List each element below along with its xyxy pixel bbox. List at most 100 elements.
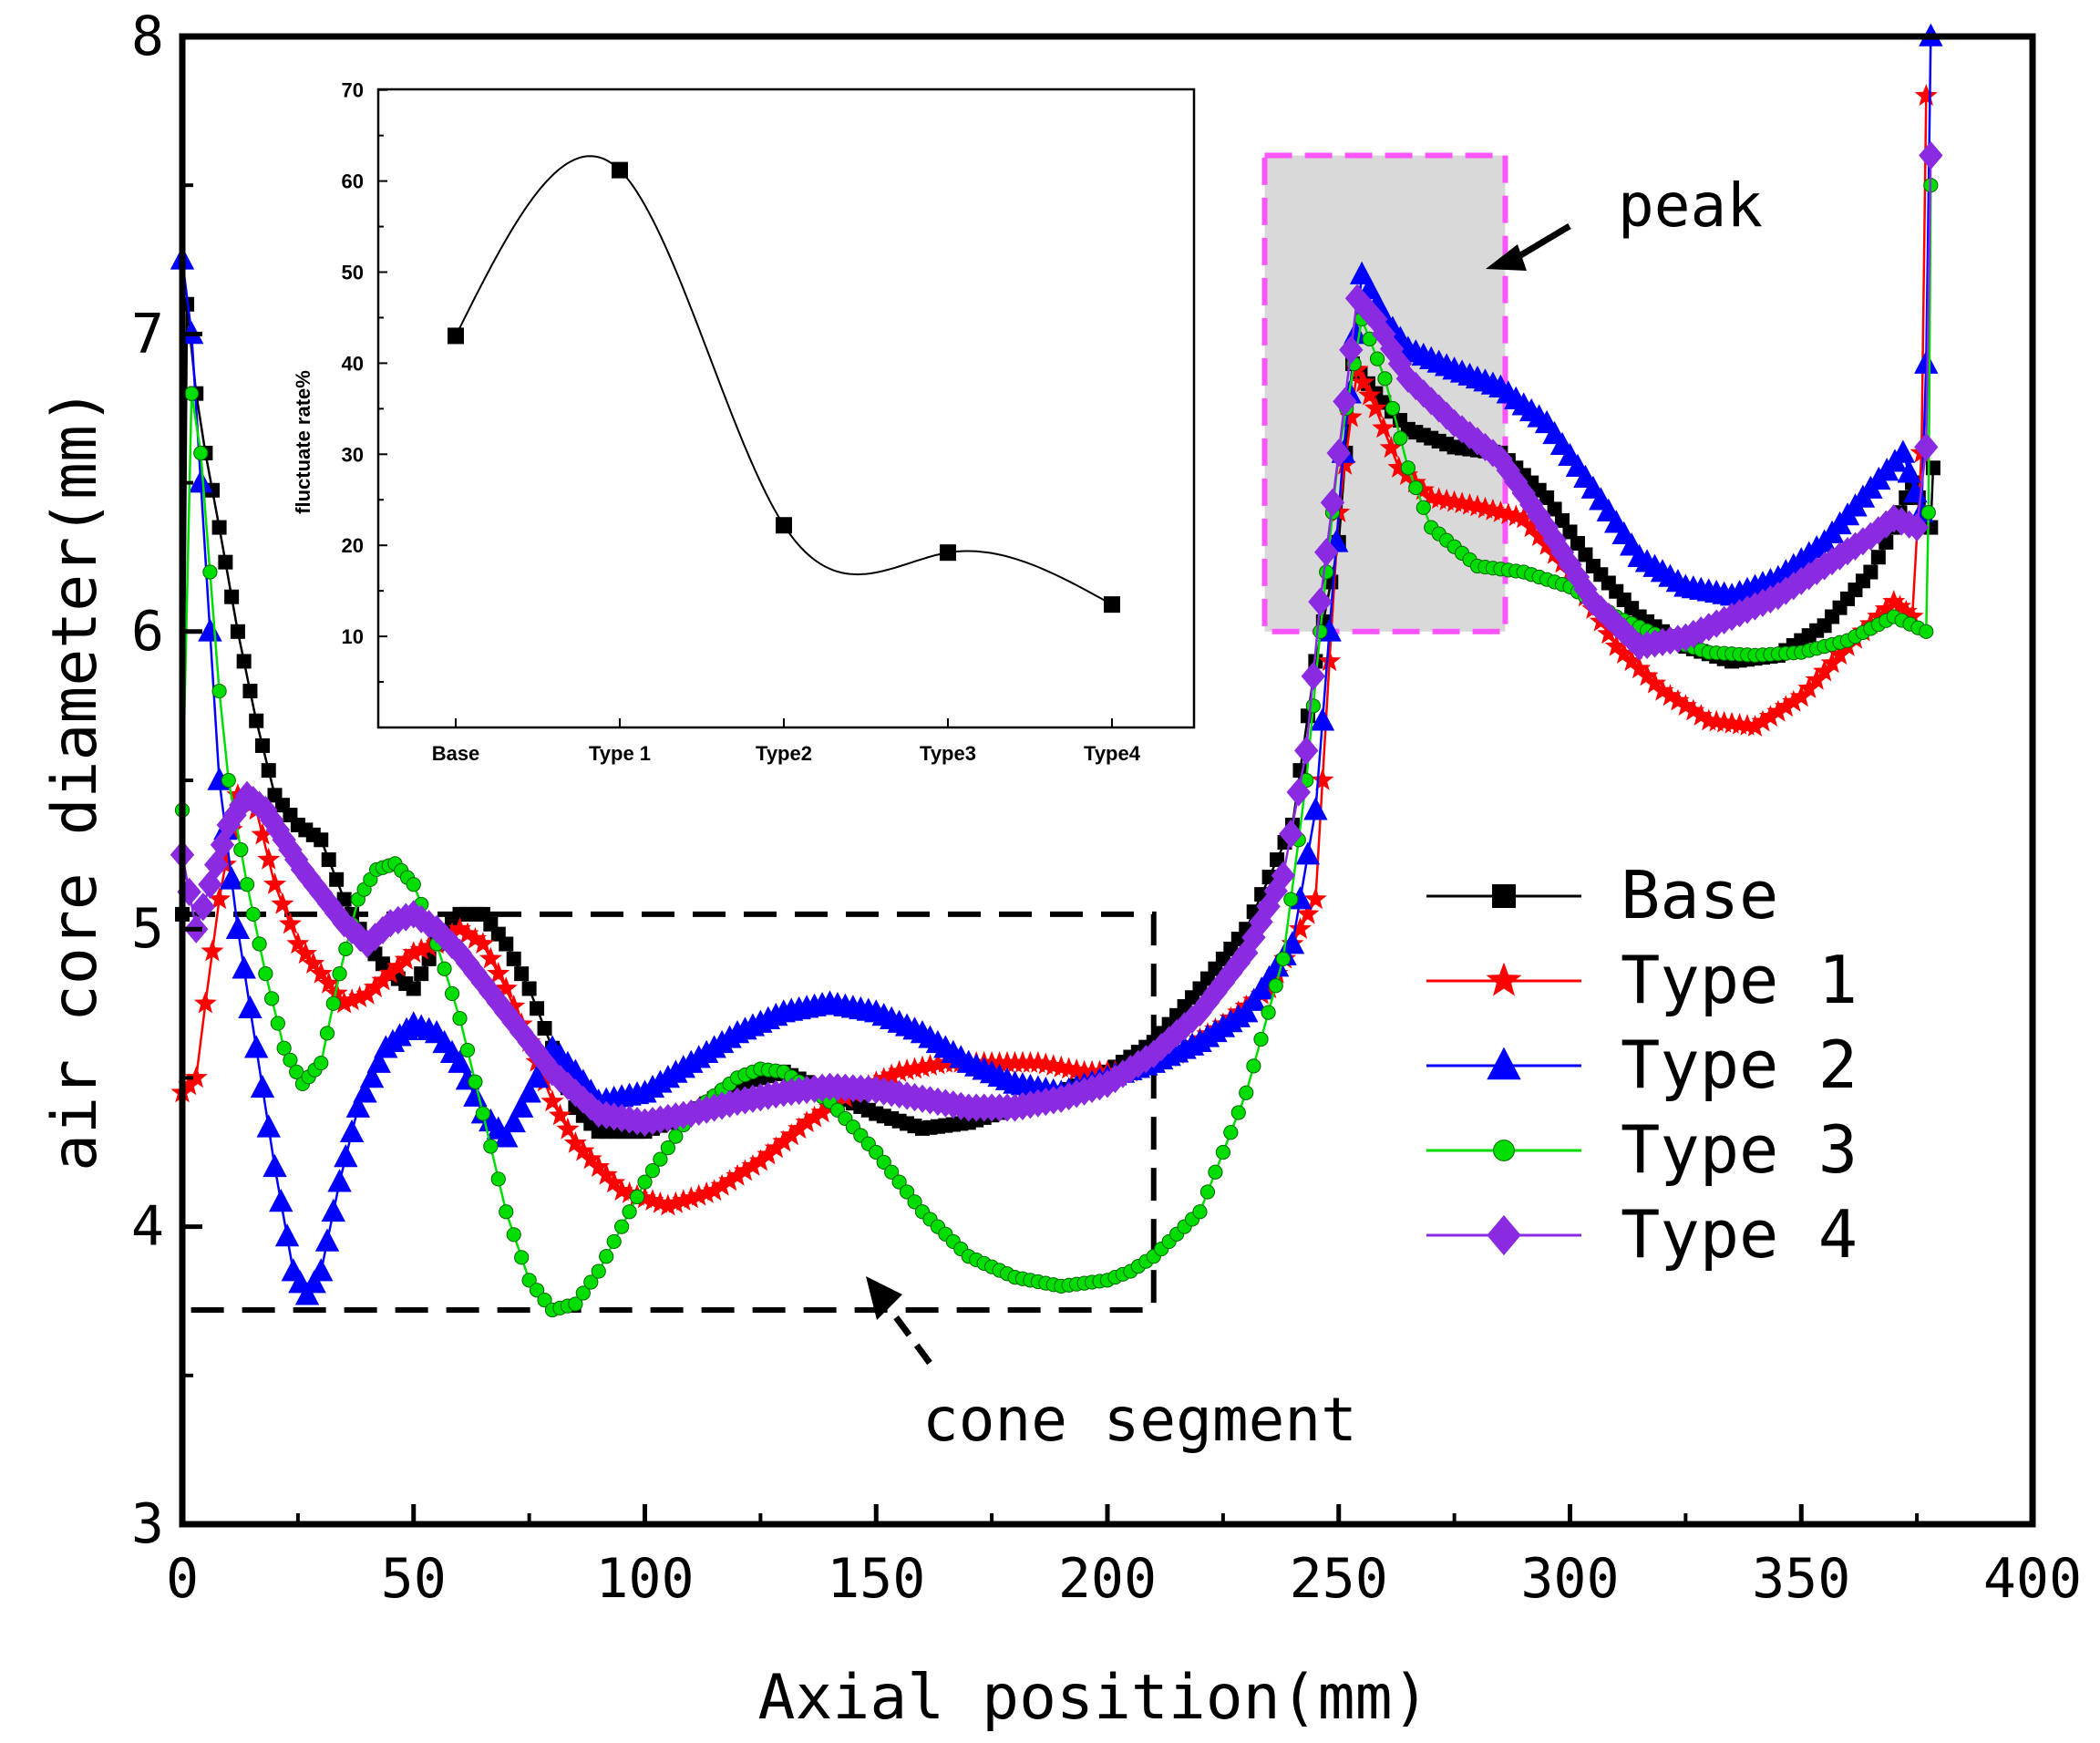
legend-label: Type 1 [1621,942,1858,1018]
data-point [517,1079,541,1103]
inset-data-point [940,544,956,562]
data-point [591,1263,606,1279]
data-point [1658,684,1682,706]
data-point [1504,467,1529,497]
data-point [1199,1184,1216,1200]
inset-x-tick-label: Type 1 [589,742,651,765]
data-point [884,1164,900,1180]
data-point [1858,521,1883,551]
data-point [1271,861,1296,891]
data-point [1288,917,1312,939]
data-point [211,520,227,535]
data-point [1256,892,1281,921]
data-point [1283,892,1299,907]
data-point [202,564,218,580]
data-point [456,922,479,944]
data-point [463,958,488,987]
data-point [1651,678,1674,701]
data-point [1897,459,1921,483]
data-point [1604,634,1628,656]
data-point [1294,736,1319,765]
data-point [1904,512,1930,542]
y-axis-title: air core diameter(mm) [39,387,111,1171]
inset-data-point [776,517,792,534]
data-point [294,1282,320,1305]
data-point [224,589,240,604]
data-point [1208,1164,1223,1180]
data-point [1268,978,1283,994]
y-tick-label: 3 [131,1492,164,1556]
data-point [530,1001,545,1016]
data-point [353,1079,377,1103]
data-point [264,991,280,1006]
x-tick-label: 100 [595,1547,694,1611]
data-point [363,975,386,998]
data-point [803,1105,827,1128]
data-point [1387,349,1413,378]
data-point [1192,1204,1208,1220]
inset-y-tick-label: 30 [342,443,364,466]
x-tick-label: 200 [1058,1547,1157,1611]
data-point [274,1223,300,1247]
data-point [193,445,209,461]
data-point [219,866,244,890]
data-point [406,981,421,996]
data-point [239,877,255,892]
data-point [1751,709,1775,732]
data-point [506,951,521,966]
data-point [1377,371,1393,387]
data-point [409,937,433,960]
data-point [556,1117,580,1140]
data-point [537,1021,552,1036]
data-point [548,1103,571,1126]
data-point [256,1114,281,1138]
data-point [903,1057,927,1079]
data-point [629,1189,645,1205]
peak-label: peak [1618,170,1763,241]
legend-item-type-4: Type 4 [1426,1196,1858,1273]
cone-segment-label: cone segment [922,1385,1357,1455]
data-point [614,1219,630,1234]
data-point [1789,685,1813,707]
data-point [1310,707,1335,731]
legend-label: Type 3 [1621,1111,1858,1188]
inset-x-tick-label: Type4 [1084,742,1141,765]
data-point [907,1194,922,1210]
data-point [1385,400,1401,417]
data-point [529,1283,545,1298]
data-point [1805,667,1828,690]
data-point [1620,649,1643,672]
data-point [193,991,217,1014]
data-point [1820,651,1844,674]
data-point [378,962,402,984]
data-point [487,962,510,984]
data-point [506,1227,521,1243]
data-point [1172,1012,1197,1041]
data-point [1333,452,1357,475]
data-point [1480,438,1506,468]
data-point [278,912,302,934]
x-tick-label: 50 [381,1547,447,1611]
data-point [1295,841,1321,865]
data-point [1320,488,1345,517]
data-point [1547,501,1562,517]
data-point [1314,538,1339,567]
data-point [1395,364,1421,393]
data-point [321,1198,345,1222]
x-tick-label: 400 [1983,1547,2082,1611]
data-point [1619,624,1644,654]
data-point [1758,705,1782,727]
data-point [1863,564,1879,580]
data-point [1511,479,1536,508]
data-point [309,1258,334,1282]
data-point [184,386,200,401]
data-point [437,961,452,976]
data-point [741,1154,765,1176]
data-point [826,1090,849,1113]
data-point [1411,379,1436,408]
data-point [918,1054,942,1076]
data-point [1527,501,1551,531]
data-point [479,978,503,1007]
data-point [479,946,502,969]
data-point [1573,574,1598,604]
